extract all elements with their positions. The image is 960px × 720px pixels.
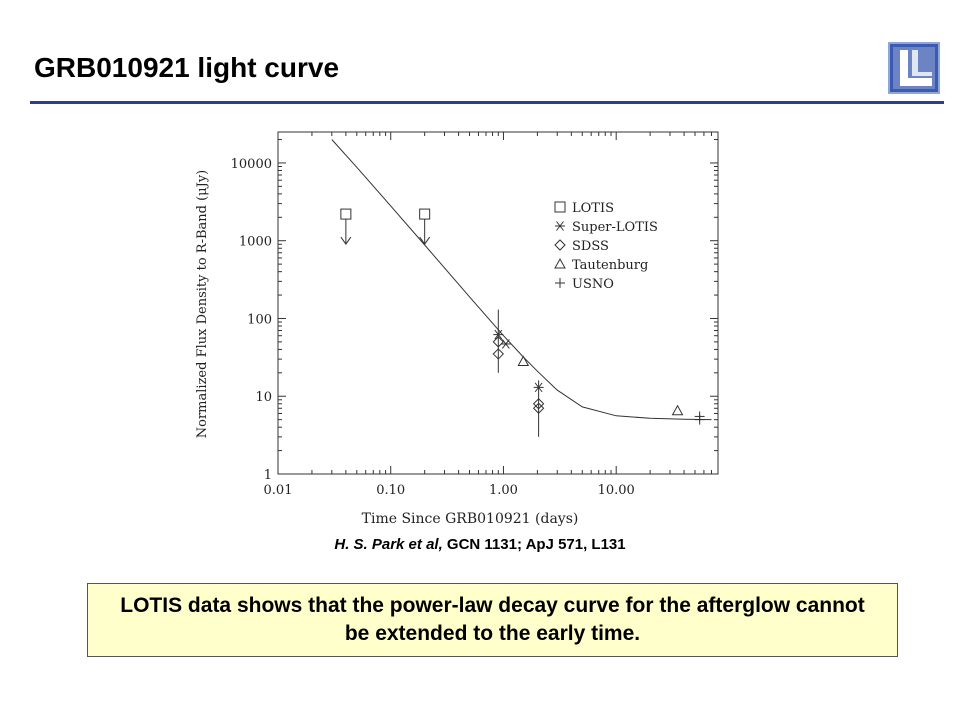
x-axis-label: Time Since GRB010921 (days) xyxy=(362,511,579,527)
y-tick-label: 10000 xyxy=(231,157,272,172)
citation: H. S. Park et al, GCN 1131; ApJ 571, L13… xyxy=(0,536,960,553)
lotis-upper-limit-arrowhead xyxy=(419,236,431,245)
slide-title: GRB010921 light curve xyxy=(34,52,340,83)
conclusion-box: LOTIS data shows that the power-law deca… xyxy=(87,583,898,657)
x-tick-label: 0.01 xyxy=(264,483,293,498)
legend-marker-usno xyxy=(555,278,565,288)
citation-refs: GCN 1131; ApJ 571, L131 xyxy=(442,536,626,553)
plot-frame xyxy=(277,131,719,475)
sdss-point xyxy=(532,398,545,410)
y-ticks: 1 10 100 1000 10000 xyxy=(231,139,718,483)
legend-label-lotis: LOTIS xyxy=(572,201,614,216)
title-rule xyxy=(30,101,944,104)
y-tick-label: 1000 xyxy=(239,235,272,250)
model-curve-line xyxy=(331,139,712,421)
x-tick-label: 0.10 xyxy=(376,483,405,498)
x-ticks: 0.01 0.10 1.00 10.00 xyxy=(264,132,719,498)
lotis-point xyxy=(419,208,431,220)
y-tick-label: 1 xyxy=(264,468,272,483)
legend-marker-tautenburg xyxy=(554,257,566,269)
legend-label-super-lotis: Super-LOTIS xyxy=(572,220,658,235)
legend-label-tautenburg: Tautenburg xyxy=(572,258,648,273)
legend-marker-sdss xyxy=(554,239,566,251)
sdss-point xyxy=(492,348,505,360)
sdss-point xyxy=(532,402,545,414)
citation-authors: H. S. Park et al, xyxy=(334,536,443,553)
y-tick-label: 100 xyxy=(247,312,272,327)
legend: LOTIS Super-LOTIS SDSS Tautenburg USNO xyxy=(554,201,658,292)
light-curve-chart: 1 10 100 1000 10000 0.01 0.10 1.00 10.00 LOTIS S… xyxy=(195,131,719,527)
model-curve-layer xyxy=(331,139,712,421)
legend-label-sdss: SDSS xyxy=(572,239,609,254)
conclusion-text: LOTIS data shows that the power-law deca… xyxy=(120,594,865,645)
super-lotis-point xyxy=(500,339,511,349)
sdss-point xyxy=(492,336,505,348)
tautenburg-point xyxy=(517,355,530,366)
y-axis-label: Normalized Flux Density to R-Band (μJy) xyxy=(195,170,210,438)
llnl-logo-icon xyxy=(888,42,940,94)
legend-marker-super-lotis xyxy=(555,221,565,231)
x-tick-label: 10.00 xyxy=(598,483,635,498)
data-points xyxy=(340,208,705,437)
tautenburg-point xyxy=(671,404,684,416)
y-tick-label: 10 xyxy=(255,390,272,405)
legend-marker-lotis xyxy=(554,201,566,213)
lotis-upper-limit-arrowhead xyxy=(340,236,352,245)
usno-point xyxy=(694,414,705,425)
lotis-point xyxy=(340,208,352,220)
legend-label-usno: USNO xyxy=(572,277,614,292)
x-tick-label: 1.00 xyxy=(489,483,518,498)
